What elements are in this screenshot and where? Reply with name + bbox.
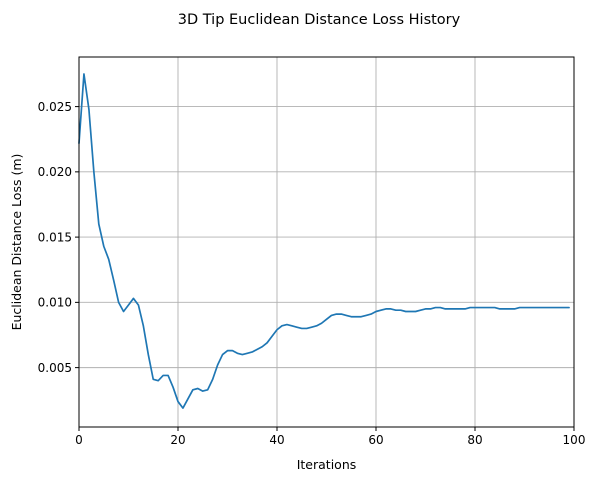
- x-tick-label: 20: [170, 433, 185, 447]
- y-tick-label: 0.020: [38, 165, 72, 179]
- x-axis-label: Iterations: [297, 457, 357, 472]
- x-tick-label: 100: [563, 433, 586, 447]
- x-tick-label: 0: [75, 433, 83, 447]
- chart-title: 3D Tip Euclidean Distance Loss History: [178, 12, 461, 28]
- x-tick-label: 60: [368, 433, 383, 447]
- y-axis-label: Euclidean Distance Loss (m): [9, 154, 24, 331]
- plot-lines: [78, 73, 570, 409]
- y-tick-label: 0.025: [38, 100, 72, 114]
- loss-series-line: [78, 73, 570, 409]
- y-tick-label: 0.005: [38, 361, 72, 375]
- y-tick-label: 0.015: [38, 230, 72, 244]
- x-tick-label: 40: [269, 433, 284, 447]
- y-tick-label: 0.010: [38, 296, 72, 310]
- x-tick-label: 80: [467, 433, 482, 447]
- plot-frame: [78, 56, 575, 428]
- ticks: 0 20 40 60 80 100 0.005 0.010 0.015 0.020 0.025: [38, 100, 586, 447]
